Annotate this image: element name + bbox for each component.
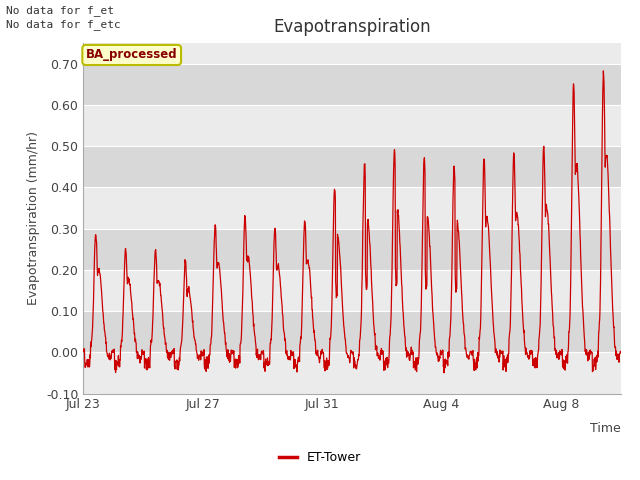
Bar [83,146,621,188]
Bar [83,270,621,311]
Bar [83,228,621,270]
Text: BA_processed: BA_processed [86,48,177,61]
Text: No data for f_et
No data for f_etc: No data for f_et No data for f_etc [6,5,121,30]
Y-axis label: Evapotranspiration (mm/hr): Evapotranspiration (mm/hr) [28,132,40,305]
Bar [83,105,621,146]
Bar [83,188,621,228]
Bar [83,64,621,105]
Legend: ET-Tower: ET-Tower [273,446,367,469]
Title: Evapotranspiration: Evapotranspiration [273,18,431,36]
Text: Time: Time [590,421,621,434]
Bar [83,311,621,352]
Bar [83,352,621,394]
